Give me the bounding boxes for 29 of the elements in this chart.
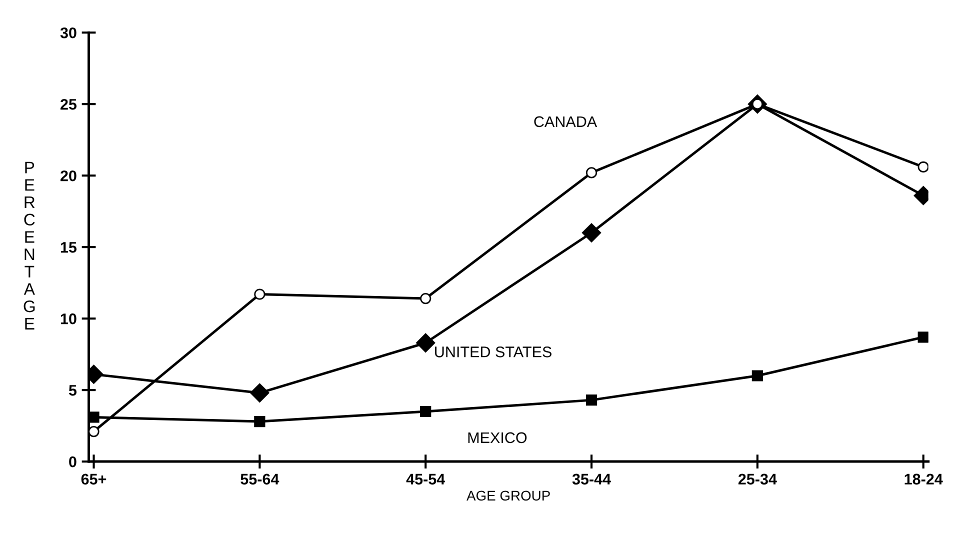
point	[586, 167, 598, 178]
point	[254, 288, 266, 300]
x-tick-label: 65+	[81, 474, 106, 485]
y-tick-label: 25	[60, 98, 77, 110]
point	[918, 161, 928, 173]
point	[420, 292, 432, 304]
x-tick-label: 35-44	[572, 474, 611, 485]
x-axis-title: AGE GROUP	[466, 490, 550, 501]
y-tick-label: 30	[60, 27, 76, 38]
y-tick-label: 0	[69, 456, 76, 468]
text: CANADA	[534, 116, 598, 128]
y-tick-label: 5	[68, 385, 77, 396]
series-label: MEXICO	[468, 432, 527, 444]
y-tick-label: 10	[60, 313, 76, 324]
y-tick-label: 15	[60, 242, 77, 253]
point	[918, 332, 928, 343]
point	[88, 426, 100, 438]
point	[420, 406, 432, 418]
point	[254, 416, 266, 428]
point	[88, 412, 100, 423]
point	[752, 370, 763, 382]
y-tick-label: 20	[60, 170, 76, 182]
x-tick-label: 18-24	[904, 474, 943, 485]
text: PERCENTAGE	[24, 162, 35, 330]
series-label: UNITED STATES	[435, 346, 552, 358]
x-tick-label: 55-64	[240, 474, 280, 485]
x-tick-label: 25-34	[738, 474, 777, 485]
x-tick-label: 45-54	[406, 474, 446, 485]
point	[586, 394, 598, 406]
